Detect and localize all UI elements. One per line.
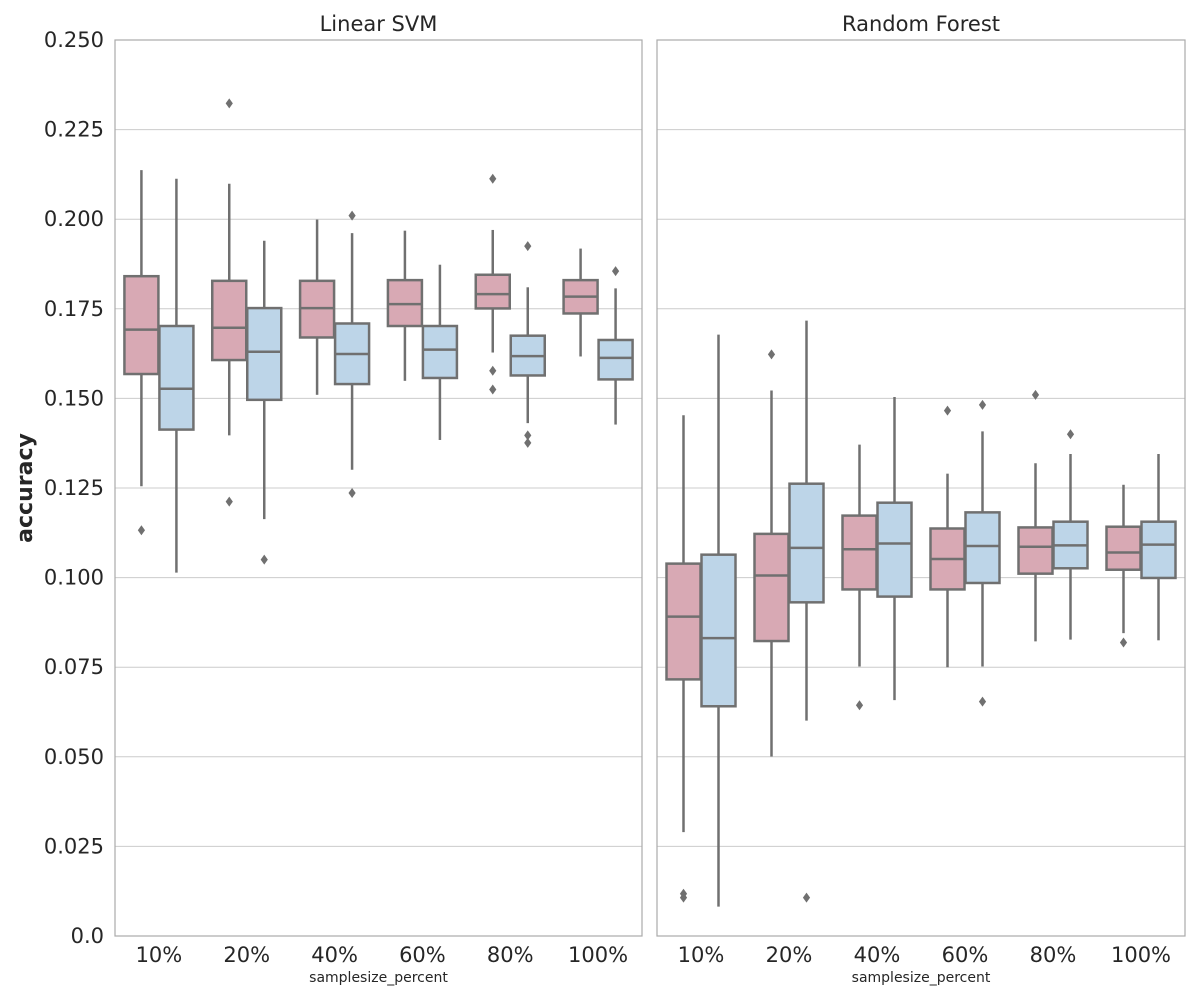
box-60pct-0 <box>929 405 966 668</box>
box-80pct-1 <box>1052 429 1089 640</box>
panel-1: Random Forest 10% 20% 40% 60% 80% 100% samplesi… <box>656 12 1186 986</box>
panel-0: 0.0 0.025 0.050 0.075 0.100 0.125 0.150 0.175 0.… <box>44 12 643 986</box>
outlier-point <box>1066 429 1075 440</box>
y-tick-label: 0.025 <box>44 834 104 858</box>
box-80pct-1 <box>509 241 546 448</box>
box-body <box>1105 525 1142 571</box>
outlier-point <box>489 365 497 376</box>
box-60pct-1 <box>964 399 1001 707</box>
box-body <box>421 324 459 380</box>
y-axis-label: accuracy <box>13 433 38 543</box>
x-tick-label: 10% <box>136 943 183 967</box>
box-100pct-0 <box>1105 484 1142 648</box>
y-tick-label: 0.075 <box>44 655 104 679</box>
x-tick-label: 100% <box>568 943 628 967</box>
box-body <box>753 532 790 643</box>
outlier-point <box>611 266 620 277</box>
x-tick-label: 40% <box>311 943 358 967</box>
box-body <box>964 511 1001 585</box>
outlier-point <box>978 696 987 707</box>
box-80pct-0 <box>1017 389 1054 642</box>
box-body <box>1140 520 1177 580</box>
y-tick-label: 0.150 <box>44 386 104 410</box>
y-tick-label: 0.125 <box>44 476 104 500</box>
outlier-point <box>767 349 776 360</box>
x-axis-label: samplesize_percent <box>309 970 448 986</box>
x-tick-label: 20% <box>766 943 813 967</box>
box-body <box>841 514 878 591</box>
x-tick-label: 60% <box>942 943 989 967</box>
box-100pct-1 <box>1140 453 1177 641</box>
outlier-point <box>489 173 497 184</box>
x-tick-label: 100% <box>1111 943 1171 967</box>
box-body <box>158 324 195 431</box>
box-20pct-0 <box>211 98 248 507</box>
box-10pct-0 <box>123 170 160 536</box>
outlier-point <box>943 405 952 416</box>
x-tick-label: 10% <box>678 943 725 967</box>
box-100pct-1 <box>597 266 634 425</box>
box-20pct-0 <box>753 349 790 757</box>
box-body <box>788 482 825 604</box>
box-40pct-0 <box>298 219 336 395</box>
outlier-point <box>524 437 532 448</box>
box-body <box>123 274 160 376</box>
outlier-point <box>1119 637 1128 648</box>
box-20pct-1 <box>788 320 825 903</box>
outlier-point <box>489 384 497 395</box>
y-tick-label: 0.200 <box>44 207 104 231</box>
outlier-point <box>978 399 987 410</box>
box-60pct-1 <box>421 264 459 440</box>
outlier-point <box>679 892 688 903</box>
plot-frame <box>114 39 643 937</box>
outlier-point <box>1031 389 1040 400</box>
box-100pct-0 <box>562 248 599 357</box>
outlier-point <box>260 554 268 565</box>
y-tick-label: 0.050 <box>44 745 104 769</box>
y-tick-label: 0.175 <box>44 297 104 321</box>
panel-title: Random Forest <box>842 12 1000 36</box>
outlier-point <box>855 700 864 711</box>
x-tick-label: 60% <box>399 943 446 967</box>
y-tick-label: 0.100 <box>44 566 104 590</box>
x-tick-label: 40% <box>854 943 901 967</box>
outlier-point <box>348 488 356 499</box>
box-10pct-1 <box>158 178 195 573</box>
panel-title: Linear SVM <box>320 12 438 36</box>
y-tick-label: 0.225 <box>44 118 104 142</box>
box-40pct-1 <box>876 396 913 701</box>
outlier-point <box>225 496 233 507</box>
x-axis-label: samplesize_percent <box>852 970 991 986</box>
outlier-point <box>524 241 532 252</box>
outlier-point <box>802 892 811 903</box>
outlier-point <box>524 430 532 441</box>
box-body <box>246 306 283 402</box>
box-10pct-1 <box>700 334 737 907</box>
box-body <box>665 562 702 681</box>
outlier-point <box>348 210 356 221</box>
box-body <box>474 273 511 310</box>
box-body <box>597 338 634 381</box>
panels: 0.0 0.025 0.050 0.075 0.100 0.125 0.150 0.175 0.… <box>44 12 1186 986</box>
box-40pct-1 <box>333 210 371 499</box>
x-tick-label: 80% <box>1030 943 1077 967</box>
box-body <box>700 553 737 708</box>
box-60pct-0 <box>386 230 424 381</box>
box-body <box>211 279 248 362</box>
box-40pct-0 <box>841 444 878 711</box>
box-body <box>1017 526 1054 575</box>
outlier-point <box>225 98 233 109</box>
x-tick-label: 20% <box>223 943 270 967</box>
box-80pct-0 <box>474 173 511 395</box>
outlier-point <box>137 525 146 536</box>
box-20pct-1 <box>246 240 283 565</box>
plot-frame <box>656 39 1186 937</box>
y-tick-label: 0.250 <box>44 28 104 52</box>
x-tick-label: 80% <box>487 943 534 967</box>
box-body <box>876 501 913 598</box>
y-tick-label: 0.0 <box>71 924 104 948</box>
